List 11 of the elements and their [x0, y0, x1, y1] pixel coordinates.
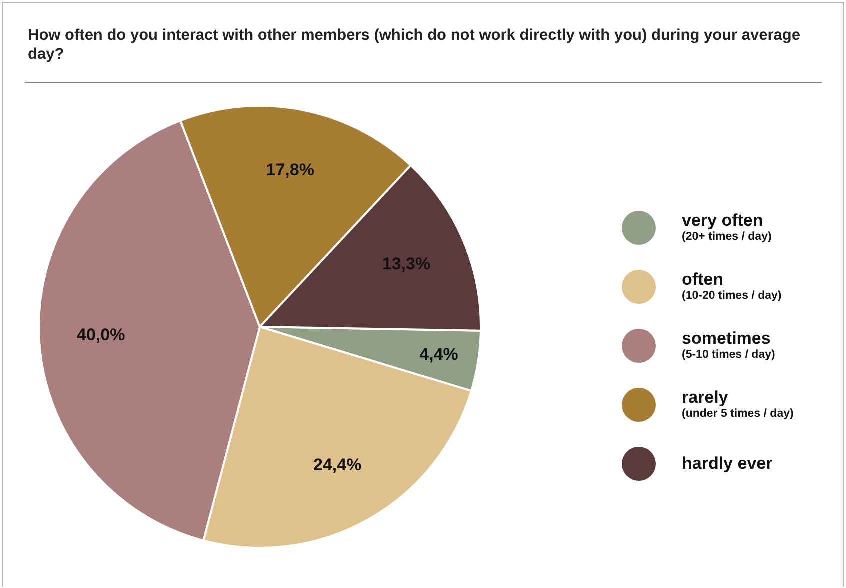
data-label: 40,0% [77, 325, 126, 344]
legend-label: often (10-20 times / day) [682, 270, 782, 302]
legend-label: sometimes (5-10 times / day) [682, 328, 776, 362]
data-label: 4,4% [420, 344, 458, 364]
data-label: 17,8% [266, 160, 314, 180]
data-label: 24,4% [313, 456, 362, 475]
legend-label: rarely (under 5 times / day) [682, 388, 794, 420]
legend-label: hardly ever [682, 454, 773, 472]
legend-label: very often (20+ times / day) [682, 210, 772, 244]
data-label: 13,3% [382, 254, 431, 274]
chart-title: How often do you interact with other members (which do not work directly with you) during your average day? [28, 26, 802, 64]
